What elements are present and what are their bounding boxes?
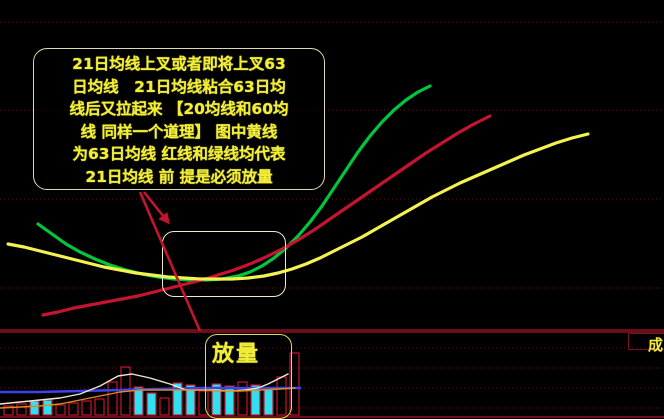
volume-bar[interactable] <box>55 404 66 416</box>
volume-bar[interactable] <box>185 384 196 416</box>
annotation-note-text: 21日均线上叉或者即将上叉63 日均线 21日均线粘合63日均 线后又拉起来 【… <box>69 55 289 186</box>
volume-bar[interactable] <box>16 403 27 416</box>
volume-bar[interactable] <box>29 400 40 416</box>
volume-chart-canvas <box>0 331 664 419</box>
ma-line-0[interactable] <box>36 84 432 282</box>
volume-surge-callout-label: 放量 <box>212 342 261 367</box>
volume-bar[interactable] <box>237 381 248 416</box>
ma-convergence-highlight-box <box>162 231 286 297</box>
volume-ma-line-0[interactable] <box>0 386 302 394</box>
arrow-to-cross-arrow <box>142 191 170 225</box>
volume-bar[interactable] <box>159 397 170 416</box>
ma-line-1[interactable] <box>41 114 492 317</box>
volume-bar[interactable] <box>289 352 300 416</box>
volume-chart-panel[interactable] <box>0 331 664 419</box>
volume-bar[interactable] <box>42 399 53 416</box>
volume-ma-line-2[interactable] <box>0 387 296 409</box>
volume-ma-line-1[interactable] <box>0 373 289 405</box>
annotation-note-box: 21日均线上叉或者即将上叉63 日均线 21日均线粘合63日均 线后又拉起来 【… <box>33 48 325 190</box>
volume-bar[interactable] <box>81 400 92 416</box>
ma-line-2[interactable] <box>6 132 590 281</box>
volume-bar[interactable] <box>198 390 209 416</box>
volume-bar[interactable] <box>3 405 14 416</box>
volume-bar[interactable] <box>250 384 261 416</box>
volume-indicator-label: 成 <box>648 336 664 354</box>
volume-bar[interactable] <box>172 382 183 416</box>
volume-bar[interactable] <box>68 402 79 416</box>
volume-bar[interactable] <box>224 385 235 416</box>
volume-indicator-label-box <box>628 333 664 350</box>
arrow-to-volume-arrow <box>138 191 208 348</box>
volume-bar[interactable] <box>94 398 105 416</box>
volume-panel-background <box>0 331 664 419</box>
volume-bar[interactable] <box>107 381 118 416</box>
volume-bar[interactable] <box>133 386 144 416</box>
volume-bar[interactable] <box>146 392 157 416</box>
